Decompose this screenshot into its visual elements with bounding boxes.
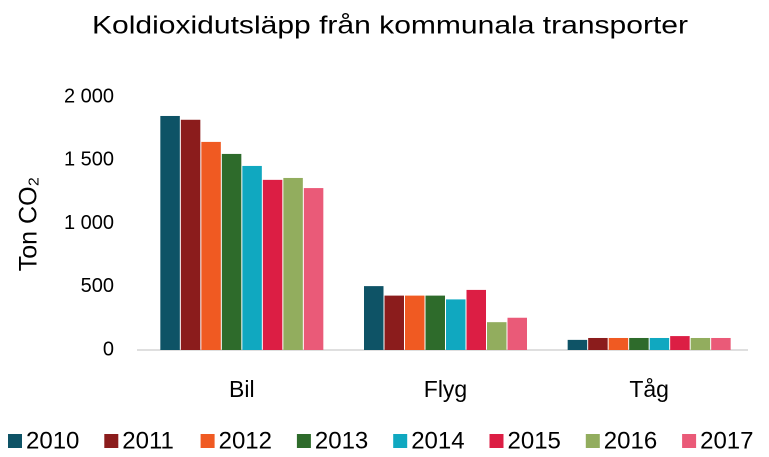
bar (466, 289, 486, 350)
bar (384, 295, 404, 350)
legend-label: 2010 (26, 427, 79, 454)
x-tick-label: Flyg (424, 376, 467, 402)
bar (649, 337, 670, 350)
x-tick-label: Tåg (629, 376, 669, 402)
bar (160, 115, 180, 350)
bar (670, 336, 690, 350)
bar (425, 295, 445, 350)
y-tick-label: 2 000 (64, 85, 114, 107)
legend-swatch (200, 434, 215, 448)
legend-swatch (489, 434, 504, 448)
bar (221, 153, 242, 350)
bar (711, 337, 731, 350)
legend-label: 2017 (700, 427, 753, 454)
bar (283, 177, 303, 350)
legend-swatch (8, 434, 22, 448)
x-tick-label: Bil (229, 376, 255, 402)
bar (303, 188, 324, 350)
y-axis-label: Ton CO₂ (15, 177, 43, 271)
legend-swatch (104, 434, 119, 448)
legend-label: 2016 (604, 427, 657, 454)
legend-label: 2011 (122, 427, 174, 454)
bar (629, 337, 649, 350)
bar (201, 141, 221, 350)
y-tick-label: 1 500 (64, 149, 114, 171)
bar (487, 322, 507, 350)
legend-label: 2015 (508, 427, 561, 454)
bar (507, 317, 527, 350)
bar (690, 337, 711, 350)
y-tick-label: 0 (103, 338, 114, 360)
bar (405, 295, 425, 350)
chart-title: Koldioxidutsläpp från kommunala transpor… (92, 12, 688, 40)
legend-swatch (585, 434, 600, 448)
bar (364, 286, 384, 350)
bar (446, 299, 466, 350)
legend-label: 2013 (315, 427, 368, 454)
bar (262, 179, 283, 350)
y-tick-label: 500 (81, 275, 114, 297)
legend-swatch (393, 434, 408, 448)
bar (588, 337, 608, 350)
bar (567, 339, 588, 350)
legend-swatch (296, 434, 311, 448)
y-tick-label: 1 000 (64, 212, 114, 234)
legend-label: 2012 (219, 427, 272, 454)
bar (242, 165, 262, 350)
bar (608, 337, 629, 350)
bar (180, 119, 201, 351)
legend-swatch (682, 434, 697, 448)
legend-label: 2014 (411, 427, 464, 454)
